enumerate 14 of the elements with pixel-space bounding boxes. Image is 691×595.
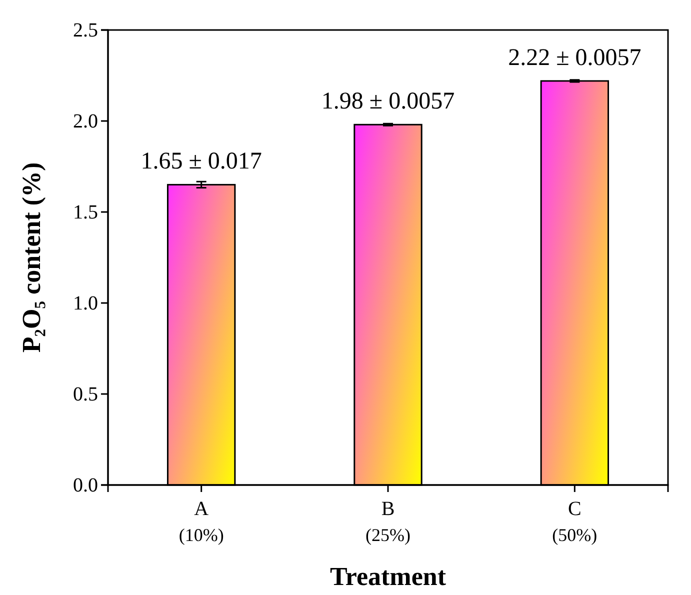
x-axis-title: Treatment — [330, 562, 446, 591]
y-axis-title: P₂O₅ content (%) — [17, 162, 46, 353]
x-tick-label: B (25%) — [366, 498, 410, 545]
y-tick-label: 0.0 — [73, 474, 98, 496]
data-label: 1.98 ± 0.0057 — [321, 88, 455, 115]
y-tick-label: 2.5 — [73, 19, 98, 42]
data-label: 1.65 ± 0.017 — [140, 148, 262, 175]
y-tick-label: 2.0 — [73, 110, 98, 132]
x-tick-label: A (10%) — [178, 498, 224, 545]
x-tick-label: C (50%) — [552, 498, 598, 545]
y-tick-label: 0.5 — [73, 383, 98, 406]
data-label: 2.22 ± 0.0057 — [508, 44, 642, 71]
y-tick-label: 1.5 — [73, 201, 98, 224]
y-tick-label: 1.0 — [73, 292, 98, 314]
